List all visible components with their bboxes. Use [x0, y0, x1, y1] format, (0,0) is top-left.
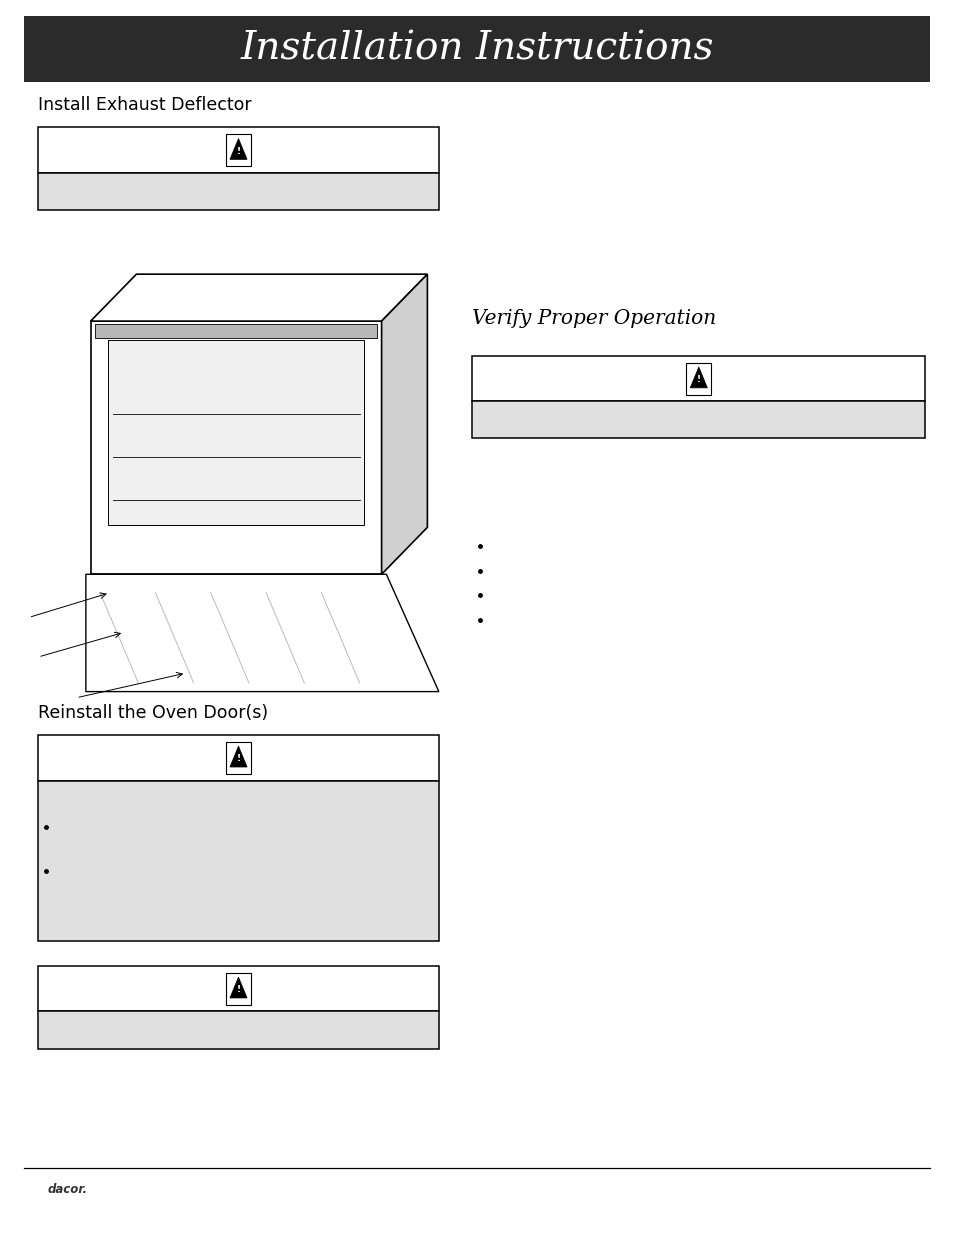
- Text: !: !: [236, 147, 240, 156]
- Polygon shape: [91, 274, 427, 321]
- FancyBboxPatch shape: [38, 173, 438, 210]
- FancyBboxPatch shape: [226, 135, 251, 165]
- Text: Reinstall the Oven Door(s): Reinstall the Oven Door(s): [38, 704, 268, 722]
- FancyBboxPatch shape: [95, 324, 376, 338]
- Polygon shape: [230, 746, 247, 767]
- Text: Install Exhaust Deflector: Install Exhaust Deflector: [38, 96, 252, 115]
- FancyBboxPatch shape: [91, 321, 381, 574]
- FancyBboxPatch shape: [472, 401, 924, 438]
- FancyBboxPatch shape: [38, 127, 438, 173]
- Text: Verify Proper Operation: Verify Proper Operation: [472, 309, 716, 327]
- FancyBboxPatch shape: [38, 781, 438, 941]
- FancyBboxPatch shape: [38, 735, 438, 781]
- Polygon shape: [86, 574, 438, 692]
- Text: !: !: [696, 375, 700, 384]
- Polygon shape: [381, 274, 427, 574]
- FancyBboxPatch shape: [472, 356, 924, 401]
- Text: Installation Instructions: Installation Instructions: [240, 31, 713, 68]
- Text: !: !: [236, 755, 240, 763]
- FancyBboxPatch shape: [38, 966, 438, 1011]
- FancyBboxPatch shape: [686, 363, 710, 394]
- Text: !: !: [236, 986, 240, 994]
- Polygon shape: [689, 367, 706, 388]
- Text: dacor.: dacor.: [48, 1183, 88, 1195]
- Polygon shape: [230, 138, 247, 159]
- FancyBboxPatch shape: [24, 16, 929, 82]
- FancyBboxPatch shape: [226, 973, 251, 1004]
- Polygon shape: [230, 977, 247, 998]
- FancyBboxPatch shape: [108, 340, 364, 525]
- FancyBboxPatch shape: [226, 742, 251, 773]
- FancyBboxPatch shape: [38, 1011, 438, 1049]
